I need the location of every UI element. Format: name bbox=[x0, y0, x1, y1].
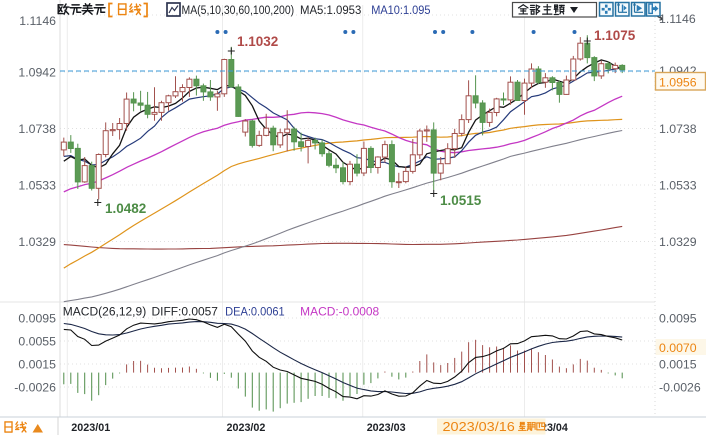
svg-text:0.0015: 0.0015 bbox=[18, 357, 56, 371]
svg-text:1.1146: 1.1146 bbox=[659, 12, 696, 26]
svg-text:1.0942: 1.0942 bbox=[18, 65, 56, 79]
svg-text:MACD:-0.0008: MACD:-0.0008 bbox=[300, 306, 379, 318]
svg-text:-0.0026: -0.0026 bbox=[14, 380, 56, 394]
svg-text:MA10:1.095: MA10:1.095 bbox=[371, 5, 430, 17]
svg-text:1.1032: 1.1032 bbox=[237, 34, 278, 49]
svg-text:2023/01: 2023/01 bbox=[71, 422, 110, 434]
svg-text:1.0738: 1.0738 bbox=[659, 122, 697, 136]
svg-text:DIFF:0.0057: DIFF:0.0057 bbox=[152, 306, 218, 318]
svg-text:1.0329: 1.0329 bbox=[18, 235, 56, 249]
svg-text:1.0482: 1.0482 bbox=[105, 201, 146, 216]
svg-text:-0.0026: -0.0026 bbox=[659, 380, 701, 394]
svg-text:1.0515: 1.0515 bbox=[440, 193, 482, 208]
svg-text:1.1075: 1.1075 bbox=[594, 28, 636, 43]
svg-text:DEA:0.0061: DEA:0.0061 bbox=[225, 306, 285, 318]
svg-text:1.0533: 1.0533 bbox=[659, 178, 697, 192]
svg-text:0.0095: 0.0095 bbox=[18, 311, 56, 325]
svg-text:2023/03: 2023/03 bbox=[367, 422, 406, 434]
svg-text:2023/02: 2023/02 bbox=[227, 422, 266, 434]
svg-text:0.0070: 0.0070 bbox=[659, 341, 697, 355]
svg-text:1.0956: 1.0956 bbox=[659, 76, 697, 90]
svg-text:0.0095: 0.0095 bbox=[659, 311, 697, 325]
svg-text:2023/03/16: 2023/03/16 bbox=[443, 419, 515, 434]
svg-text:1.0738: 1.0738 bbox=[18, 122, 56, 136]
svg-text:MACD(26,12,9): MACD(26,12,9) bbox=[63, 306, 147, 318]
svg-text:MA(5,10,30,60,100,200): MA(5,10,30,60,100,200) bbox=[182, 5, 295, 17]
svg-text:0.0055: 0.0055 bbox=[18, 334, 56, 348]
svg-text:1.0329: 1.0329 bbox=[659, 235, 697, 249]
svg-text:0.0015: 0.0015 bbox=[659, 357, 697, 371]
svg-text:1.0533: 1.0533 bbox=[18, 178, 56, 192]
svg-text:MA5:1.0953: MA5:1.0953 bbox=[300, 5, 361, 17]
svg-text:1.1146: 1.1146 bbox=[19, 14, 56, 28]
